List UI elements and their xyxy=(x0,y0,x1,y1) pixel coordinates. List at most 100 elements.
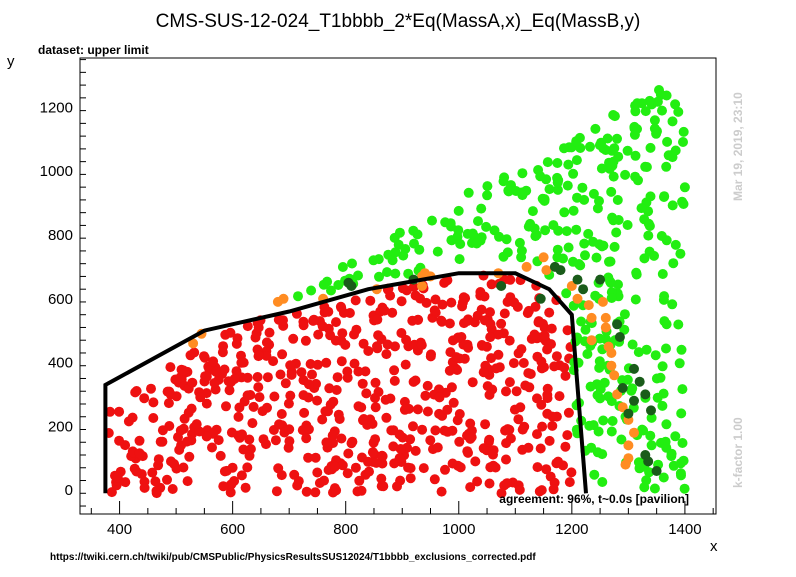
point-excluded xyxy=(299,407,310,418)
point-excluded xyxy=(436,316,447,327)
point-allowed xyxy=(588,236,598,247)
point-excluded xyxy=(286,369,297,380)
point-excluded xyxy=(515,402,526,413)
point-excluded xyxy=(364,466,374,477)
point-allowed xyxy=(606,426,617,437)
point-allowed xyxy=(607,416,618,426)
point-allowed xyxy=(353,270,363,281)
point-excluded xyxy=(312,359,323,370)
point-excluded xyxy=(401,334,412,345)
point-excluded xyxy=(536,356,547,367)
point-excluded xyxy=(379,305,390,316)
point-excluded xyxy=(358,414,369,424)
point-excluded xyxy=(546,323,557,334)
point-excluded xyxy=(547,420,558,431)
point-excluded xyxy=(350,295,361,306)
point-excluded xyxy=(264,327,275,338)
point-excluded xyxy=(501,438,512,449)
point-excluded xyxy=(496,318,507,329)
point-allowed xyxy=(649,483,660,494)
point-excluded xyxy=(165,362,176,373)
point-allowed xyxy=(462,228,473,239)
point-excluded xyxy=(340,339,351,350)
point-excluded xyxy=(360,366,371,377)
corner-label: dataset: upper limit xyxy=(38,43,149,57)
point-excluded xyxy=(409,339,420,350)
point-excluded xyxy=(215,450,226,461)
point-allowed xyxy=(482,181,493,192)
point-excluded xyxy=(437,299,448,310)
point-excluded xyxy=(328,396,339,407)
point-excluded-disagree xyxy=(188,338,199,349)
point-excluded xyxy=(236,470,247,481)
point-excluded xyxy=(504,335,515,346)
point-excluded xyxy=(163,398,174,409)
point-allowed-disagree xyxy=(578,284,589,295)
point-excluded xyxy=(336,433,347,444)
point-excluded xyxy=(171,463,182,474)
point-excluded xyxy=(275,369,286,380)
point-excluded xyxy=(517,424,528,435)
point-excluded xyxy=(139,482,150,493)
point-excluded xyxy=(157,425,168,436)
point-excluded xyxy=(211,366,221,377)
point-allowed xyxy=(640,161,651,172)
point-allowed xyxy=(659,291,670,302)
point-excluded xyxy=(373,387,384,397)
point-excluded xyxy=(457,301,468,312)
point-allowed xyxy=(677,384,688,395)
point-excluded xyxy=(553,456,564,467)
point-allowed xyxy=(636,203,647,214)
y-axis-label: y xyxy=(7,53,15,70)
point-excluded xyxy=(429,305,440,316)
point-excluded xyxy=(382,339,393,350)
point-excluded xyxy=(337,328,348,339)
point-excluded xyxy=(219,364,230,375)
point-excluded xyxy=(139,393,150,404)
point-excluded xyxy=(274,419,285,430)
point-excluded xyxy=(542,383,553,394)
point-excluded xyxy=(258,434,269,445)
point-allowed xyxy=(527,206,538,217)
point-excluded xyxy=(372,314,383,325)
point-excluded xyxy=(201,398,212,409)
point-excluded xyxy=(321,437,332,448)
point-excluded xyxy=(114,406,125,417)
point-excluded xyxy=(155,436,166,447)
x-tick-label: 600 xyxy=(220,521,245,538)
point-excluded xyxy=(485,332,496,343)
point-allowed xyxy=(613,215,624,225)
point-allowed xyxy=(580,324,591,335)
point-allowed xyxy=(577,182,588,193)
point-excluded xyxy=(331,317,341,328)
point-excluded xyxy=(129,463,140,474)
point-allowed xyxy=(666,451,677,462)
point-allowed xyxy=(482,190,493,201)
point-excluded xyxy=(242,462,253,473)
point-excluded xyxy=(262,402,272,413)
y-tick-label: 200 xyxy=(48,418,73,435)
point-allowed xyxy=(673,106,684,117)
point-allowed-disagree xyxy=(535,293,546,304)
point-excluded xyxy=(358,338,369,349)
point-allowed xyxy=(432,246,443,257)
plot-area xyxy=(103,85,690,499)
point-excluded xyxy=(373,330,384,341)
point-excluded xyxy=(150,476,161,487)
point-excluded xyxy=(353,366,364,377)
point-allowed xyxy=(622,145,633,156)
point-excluded xyxy=(153,454,164,465)
point-allowed xyxy=(562,180,573,191)
point-excluded xyxy=(562,430,573,441)
point-excluded xyxy=(485,319,496,329)
point-excluded xyxy=(410,445,421,456)
point-excluded xyxy=(542,393,553,404)
point-excluded xyxy=(563,407,574,418)
point-excluded xyxy=(151,488,162,499)
point-excluded xyxy=(175,425,186,436)
point-excluded xyxy=(376,473,387,484)
point-allowed xyxy=(678,126,689,137)
point-excluded xyxy=(472,476,483,487)
point-allowed xyxy=(639,253,650,264)
point-allowed xyxy=(427,215,437,226)
